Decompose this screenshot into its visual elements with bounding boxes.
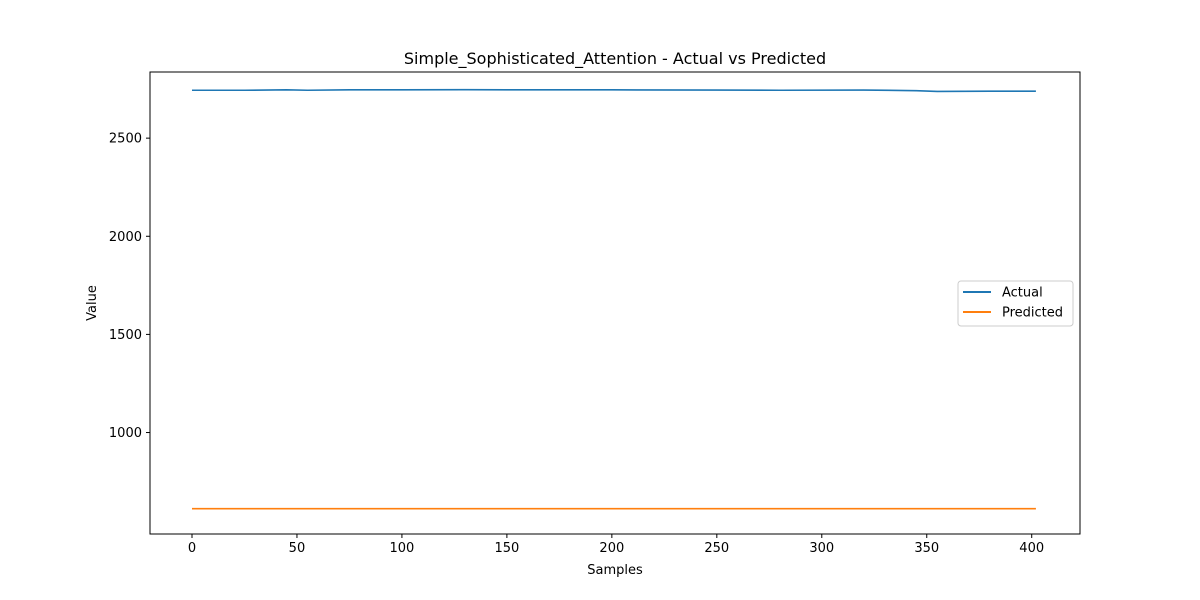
series-line-actual — [191, 88, 1036, 93]
y-tick-label: 2500 — [109, 132, 142, 147]
x-tick-label: 0 — [188, 541, 196, 556]
y-tick-label: 1000 — [109, 426, 142, 441]
legend: Actual Predicted — [957, 280, 1074, 327]
x-tick-label: 400 — [1019, 541, 1044, 556]
x-tick-label: 150 — [494, 541, 519, 556]
chart-title: Simple_Sophisticated_Attention - Actual … — [404, 49, 826, 69]
y-axis: 1000 1500 2000 2500 — [109, 132, 150, 441]
x-tick-label: 100 — [390, 541, 415, 556]
axes-frame — [149, 71, 1081, 535]
x-axis: 0 50 100 150 200 250 300 350 400 — [188, 534, 1044, 556]
y-axis-label: Value — [85, 285, 100, 321]
x-axis-label: Samples — [587, 563, 643, 578]
legend-label-predicted: Predicted — [1002, 306, 1063, 321]
legend-label-actual: Actual — [1002, 286, 1043, 301]
y-tick-label: 2000 — [109, 230, 142, 245]
x-tick-label: 200 — [599, 541, 624, 556]
x-tick-label: 350 — [914, 541, 939, 556]
x-tick-label: 300 — [809, 541, 834, 556]
plot-area — [191, 88, 1036, 510]
x-tick-label: 250 — [704, 541, 729, 556]
x-tick-label: 50 — [289, 541, 306, 556]
y-tick-label: 1500 — [109, 328, 142, 343]
